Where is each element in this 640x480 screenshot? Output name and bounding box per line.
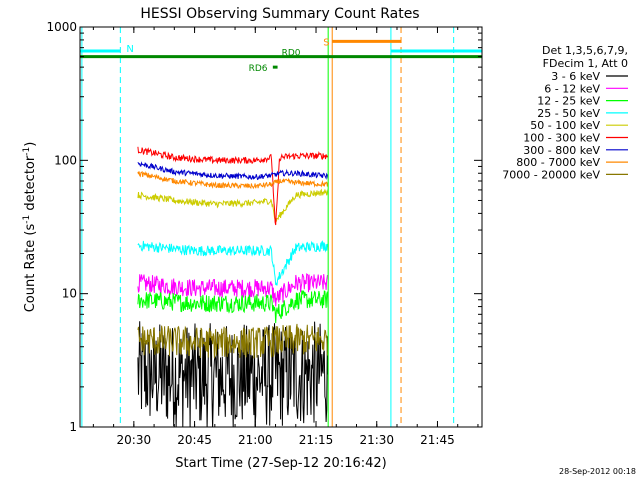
x-tick-label: 21:45: [420, 433, 455, 447]
series-line-3: [137, 239, 329, 286]
night-flag-label: N: [126, 44, 133, 55]
y-axis: 1 10 100 1000: [46, 20, 482, 434]
series-line-6: [137, 161, 329, 181]
rd0-flag-label: RD0: [282, 49, 301, 59]
y-tick-label: 100: [54, 153, 77, 167]
legend-entry-label: 12 - 25 keV: [537, 95, 600, 108]
y-tick-label: 10: [62, 287, 77, 301]
chart-title: HESSI Observing Summary Count Rates: [140, 6, 419, 22]
legend-entry-label: 100 - 300 keV: [523, 132, 600, 145]
legend-header-line-2: FDecim 1, Att 0: [543, 57, 628, 70]
legend-header-line-1: Det 1,3,5,6,7,9,: [542, 44, 628, 57]
legend-entry-label: 6 - 12 keV: [544, 82, 600, 95]
x-tick-label: 20:30: [117, 433, 152, 447]
rd6-flag-label: RD6: [249, 64, 268, 74]
legend-entry-label: 3 - 6 keV: [551, 70, 600, 83]
y-tick-label: 1000: [46, 20, 77, 34]
timestamp: 28-Sep-2012 00:18: [559, 467, 636, 476]
legend-entry-label: 800 - 7000 keV: [516, 156, 600, 169]
series-layer: [137, 146, 329, 427]
legend-entry-label: 7000 - 20000 keV: [502, 168, 600, 181]
legend-entry-label: 50 - 100 keV: [530, 119, 600, 132]
legend: Det 1,3,5,6,7,9, FDecim 1, Att 0 3 - 6 k…: [502, 44, 628, 181]
x-tick-label: 21:15: [299, 433, 334, 447]
series-line-8: [137, 323, 329, 359]
x-tick-label: 21:00: [238, 433, 273, 447]
x-axis-label: Start Time (27-Sep-12 20:16:42): [175, 456, 386, 471]
series-line-0: [137, 321, 329, 427]
x-tick-label: 20:45: [177, 433, 212, 447]
x-tick-label: 21:30: [359, 433, 394, 447]
legend-entry-label: 25 - 50 keV: [537, 107, 600, 120]
plot-frame: [79, 26, 483, 428]
series-line-4: [137, 188, 329, 222]
saa-flag-label: S: [323, 37, 329, 48]
legend-entry-label: 300 - 800 keV: [523, 144, 600, 157]
series-line-7: [137, 170, 329, 190]
series-line-1: [137, 273, 329, 307]
y-axis-label: Count Rate (s-1 detector-1): [22, 142, 38, 313]
y-tick-label: 1: [69, 420, 77, 434]
flags-layer: N S RD0 RD6: [80, 27, 482, 427]
x-axis: 20:30 20:45 21:00 21:15 21:30 21:45: [92, 27, 479, 447]
series-line-5: [137, 146, 329, 226]
series-line-2: [137, 290, 329, 324]
